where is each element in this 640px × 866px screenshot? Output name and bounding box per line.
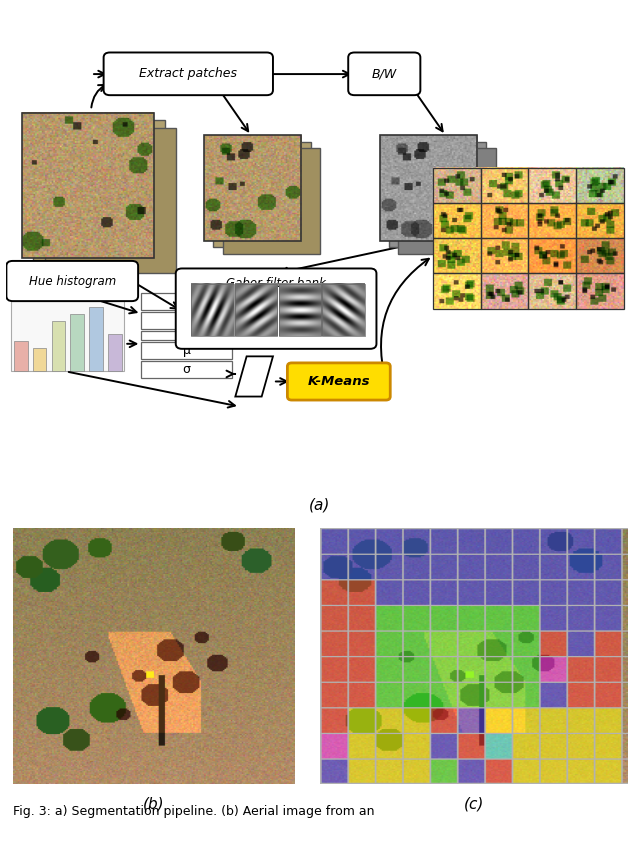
Bar <box>528 204 576 238</box>
Bar <box>576 238 623 274</box>
Bar <box>481 204 528 238</box>
Bar <box>380 135 477 241</box>
Text: σ: σ <box>183 314 191 327</box>
Bar <box>322 283 365 336</box>
Text: σ: σ <box>183 363 191 376</box>
Text: Gabor filter bank: Gabor filter bank <box>226 277 326 290</box>
Bar <box>481 274 528 308</box>
FancyBboxPatch shape <box>6 261 138 301</box>
Text: Hue histogram: Hue histogram <box>29 275 116 288</box>
Bar <box>433 168 481 204</box>
FancyBboxPatch shape <box>287 363 390 400</box>
Bar <box>141 293 232 310</box>
Bar <box>33 347 47 372</box>
Bar <box>14 341 28 372</box>
Bar <box>45 128 177 274</box>
Bar <box>141 342 232 359</box>
Bar <box>433 274 481 308</box>
Bar <box>576 168 623 204</box>
Bar <box>481 238 528 274</box>
FancyBboxPatch shape <box>348 53 420 95</box>
FancyBboxPatch shape <box>104 53 273 95</box>
Bar <box>481 168 528 204</box>
Bar <box>90 307 103 372</box>
Bar <box>213 142 310 248</box>
Bar <box>204 135 301 241</box>
Bar <box>22 113 154 258</box>
Bar <box>576 274 623 308</box>
Bar <box>141 312 232 329</box>
Polygon shape <box>236 357 273 397</box>
Bar <box>278 283 321 336</box>
Bar <box>141 331 232 340</box>
Bar <box>108 334 122 372</box>
Bar <box>433 238 481 274</box>
Bar <box>52 320 65 372</box>
Text: (c): (c) <box>463 797 484 811</box>
Bar <box>33 120 165 266</box>
Bar <box>389 142 486 248</box>
Bar <box>235 283 277 336</box>
Bar <box>223 148 320 254</box>
Bar <box>398 148 495 254</box>
Bar <box>191 283 234 336</box>
Text: (b): (b) <box>143 797 164 811</box>
Text: B/W: B/W <box>372 68 397 81</box>
Text: K-Means: K-Means <box>308 375 370 388</box>
Bar <box>528 238 576 274</box>
Text: μ: μ <box>183 294 191 307</box>
Bar <box>12 301 124 372</box>
Bar <box>576 204 623 238</box>
Bar <box>528 274 576 308</box>
Text: Extract patches: Extract patches <box>140 68 237 81</box>
Bar <box>528 168 576 204</box>
Text: (a): (a) <box>309 497 331 512</box>
Bar <box>141 361 232 378</box>
Text: Fig. 3: a) Segmentation pipeline. (b) Aerial image from an: Fig. 3: a) Segmentation pipeline. (b) Ae… <box>13 805 374 818</box>
Text: μ: μ <box>183 344 191 357</box>
Bar <box>433 204 481 238</box>
FancyBboxPatch shape <box>176 268 376 349</box>
Text: ⋮: ⋮ <box>180 329 193 342</box>
Bar <box>70 313 84 372</box>
